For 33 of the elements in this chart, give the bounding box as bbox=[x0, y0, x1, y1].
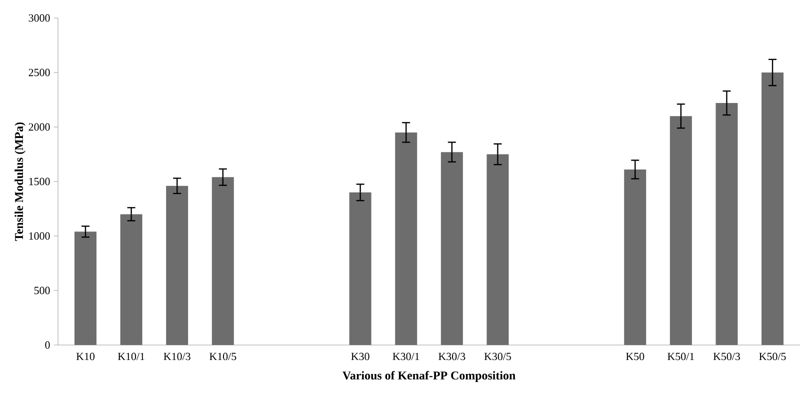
bar bbox=[440, 152, 463, 345]
bar bbox=[624, 170, 646, 345]
y-tick-label: 0 bbox=[45, 341, 50, 349]
x-tick-label: K10/1 bbox=[118, 352, 144, 360]
x-tick-label: K50/5 bbox=[759, 352, 786, 360]
bar bbox=[74, 232, 96, 345]
y-axis-title: Tensile Modulus (MPa) bbox=[14, 122, 26, 241]
x-tick-label: K10/3 bbox=[164, 352, 190, 360]
x-tick-label: K30/1 bbox=[392, 352, 420, 360]
x-tick-label: K50 bbox=[626, 352, 644, 360]
x-tick-label: K10/5 bbox=[210, 352, 236, 360]
y-tick-label: 1000 bbox=[29, 232, 50, 240]
y-tick-label: 3000 bbox=[28, 14, 50, 22]
bar bbox=[670, 116, 692, 345]
x-tick-label: K30/3 bbox=[438, 352, 466, 360]
bar bbox=[212, 177, 234, 345]
bar bbox=[349, 192, 372, 345]
y-tick-label: 2000 bbox=[28, 123, 50, 131]
bar bbox=[762, 72, 784, 345]
bar bbox=[395, 132, 418, 345]
x-tick-label: K50/3 bbox=[713, 352, 740, 360]
bar bbox=[166, 186, 188, 345]
x-tick-label: K10 bbox=[76, 352, 94, 360]
x-tick-label: K50/1 bbox=[668, 352, 694, 360]
y-tick-label: 2500 bbox=[28, 68, 50, 76]
x-tick-label: K30/5 bbox=[484, 352, 511, 360]
x-axis-title: Various of Kenaf-PP Composition bbox=[342, 371, 516, 382]
bar bbox=[486, 154, 509, 345]
bar bbox=[716, 103, 738, 345]
y-tick-label: 500 bbox=[34, 286, 50, 294]
x-tick-label: K30 bbox=[351, 352, 370, 360]
y-tick-label: 1500 bbox=[29, 178, 50, 186]
bar bbox=[120, 214, 142, 345]
